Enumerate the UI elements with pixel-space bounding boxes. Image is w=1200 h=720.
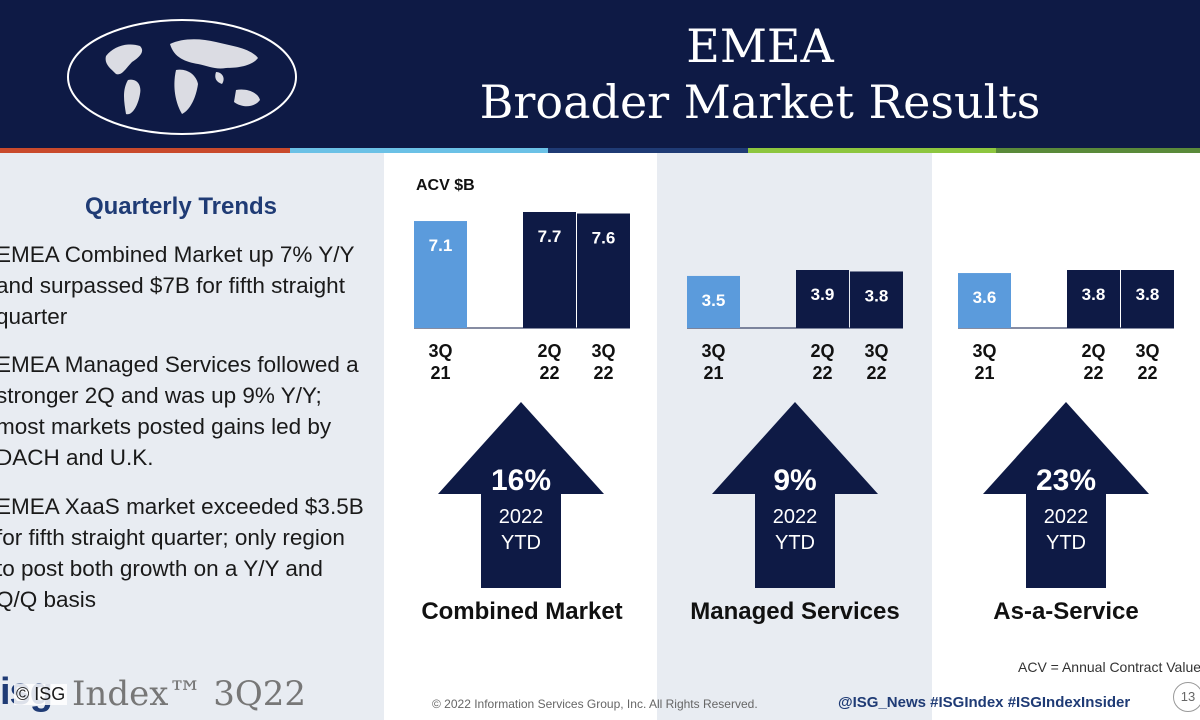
bar-charts: 7.13Q217.72Q227.63Q223.53Q213.92Q223.83Q… <box>414 212 1174 383</box>
ytd-year-label: 2022 <box>498 506 544 528</box>
isg-copyright-mark: © ISG <box>14 684 68 705</box>
category-tick-label: 3Q <box>428 341 452 361</box>
category-tick-label: 22 <box>1137 363 1157 383</box>
category-tick-label: 2Q <box>1081 341 1105 361</box>
page-title: EMEA Broader Market Results <box>380 18 1140 130</box>
category-tick-label: 3Q <box>972 341 996 361</box>
acv-footnote: ACV = Annual Contract Value <box>1018 659 1200 675</box>
category-tick-label: 21 <box>974 363 994 383</box>
ytd-label: YTD <box>1046 532 1086 554</box>
trend-bullet-2: EMEA Managed Services followed a stronge… <box>0 352 359 470</box>
up-arrow-icon <box>712 402 878 588</box>
bar-value-label: 7.1 <box>429 236 453 255</box>
bar-value-label: 7.7 <box>538 227 562 246</box>
bar-value-label: 3.9 <box>811 285 835 304</box>
category-tick-label: 22 <box>1083 363 1103 383</box>
title-line-2: Broader Market Results <box>479 75 1041 129</box>
bar-value-label: 3.5 <box>702 291 726 310</box>
ytd-year-label: 2022 <box>1043 506 1089 528</box>
category-tick-label: 3Q <box>1135 341 1159 361</box>
bar-2q-22 <box>523 212 576 328</box>
bar-value-label: 3.8 <box>1136 285 1160 304</box>
acv-axis-label: ACV $B <box>416 177 475 194</box>
ytd-growth-value: 16% <box>490 464 552 497</box>
ytd-year-label: 2022 <box>772 506 818 528</box>
social-hashtags: @ISG_News #ISGIndex #ISGIndexInsider <box>838 694 1131 711</box>
category-tick-label: 21 <box>430 363 450 383</box>
category-tick-label: 21 <box>703 363 723 383</box>
accent-stripe-1 <box>0 148 290 153</box>
ytd-growth-value: 9% <box>773 464 817 497</box>
category-tick-label: 22 <box>539 363 559 383</box>
quarterly-trends-heading: Quarterly Trends <box>84 193 278 220</box>
combined-market-title: Combined Market <box>421 598 623 625</box>
world-map-icon <box>67 19 297 135</box>
quarterly-trends-panel: Quarterly Trends EMEA Combined Market up… <box>0 153 384 720</box>
bar-value-label: 3.8 <box>865 286 889 305</box>
accent-stripe-5 <box>996 148 1200 153</box>
bar-3q-22 <box>1121 270 1174 328</box>
category-tick-label: 22 <box>866 363 886 383</box>
category-tick-label: 2Q <box>810 341 834 361</box>
bar-3q-21 <box>414 221 467 328</box>
category-tick-label: 2Q <box>537 341 561 361</box>
bar-value-label: 3.6 <box>973 288 997 307</box>
managed-services-title: Managed Services <box>690 598 900 625</box>
growth-arrow-managed: 9% 2022 YTD <box>710 400 880 590</box>
ytd-label: YTD <box>501 532 541 554</box>
bar-3q-22 <box>850 271 903 328</box>
header-banner: EMEA Broader Market Results <box>0 0 1200 148</box>
bar-2q-22 <box>1067 270 1120 328</box>
bar-value-label: 3.8 <box>1082 285 1106 304</box>
category-tick-label: 22 <box>593 363 613 383</box>
bar-3q-21 <box>687 275 740 328</box>
trend-bullet-3: EMEA XaaS market exceeded $3.5B for fift… <box>0 494 364 612</box>
trend-bullet-1: EMEA Combined Market up 7% Y/Y and surpa… <box>0 242 355 329</box>
bar-3q-22 <box>577 213 630 328</box>
ytd-label: YTD <box>775 532 815 554</box>
bar-2q-22 <box>796 270 849 328</box>
growth-arrow-xaas: 23% 2022 YTD <box>981 400 1151 590</box>
page-number: 13 <box>1173 682 1200 712</box>
category-tick-label: 3Q <box>864 341 888 361</box>
bar-value-label: 7.6 <box>592 229 616 248</box>
ytd-growth-value: 23% <box>1035 464 1097 497</box>
index-logo-text: Index™ 3Q22 <box>72 674 306 714</box>
up-arrow-icon <box>983 402 1149 588</box>
accent-stripe-3 <box>548 148 748 153</box>
category-tick-label: 22 <box>812 363 832 383</box>
accent-stripe-4 <box>748 148 996 153</box>
as-a-service-title: As-a-Service <box>993 598 1139 625</box>
up-arrow-icon <box>438 402 604 588</box>
category-tick-label: 3Q <box>591 341 615 361</box>
growth-arrow-combined: 16% 2022 YTD <box>436 400 606 590</box>
title-line-1: EMEA <box>686 19 834 73</box>
bar-3q-21 <box>958 273 1011 328</box>
accent-stripe-2 <box>290 148 548 153</box>
category-tick-label: 3Q <box>701 341 725 361</box>
copyright-text: © 2022 Information Services Group, Inc. … <box>432 697 758 711</box>
